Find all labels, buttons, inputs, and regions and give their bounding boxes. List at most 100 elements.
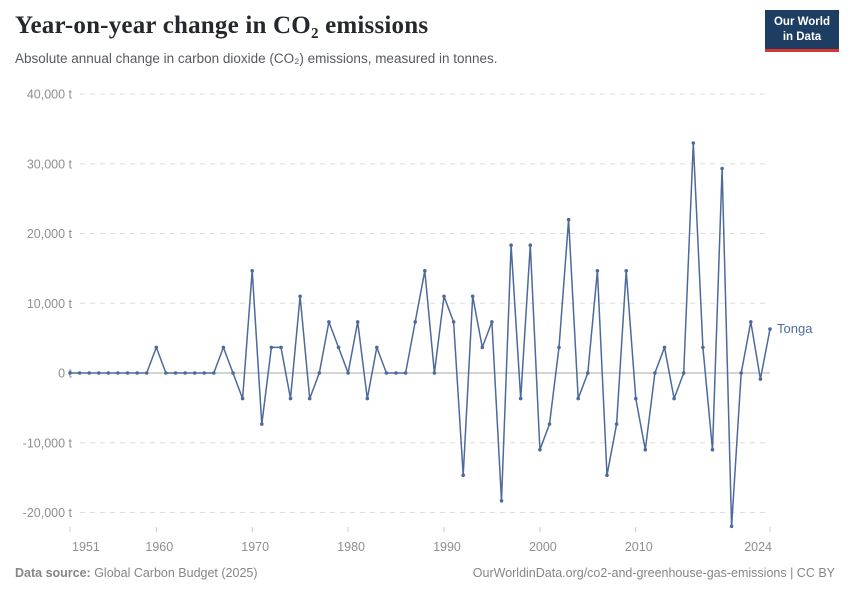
y-tick-label: 0 t xyxy=(58,367,72,381)
data-point xyxy=(68,371,72,375)
data-point xyxy=(634,396,638,401)
data-point xyxy=(87,371,91,375)
series-line xyxy=(70,142,771,528)
data-point xyxy=(586,371,590,375)
data-point xyxy=(423,269,427,273)
data-point xyxy=(260,422,264,426)
data-point xyxy=(173,371,178,375)
data-point xyxy=(749,320,753,324)
y-tick-label: 40,000 t xyxy=(27,88,73,102)
data-point xyxy=(566,217,571,222)
data-point xyxy=(298,294,302,299)
data-point xyxy=(288,396,293,401)
x-tick-label: 1960 xyxy=(145,540,173,554)
data-point xyxy=(490,320,494,324)
data-point xyxy=(212,371,216,375)
data-point xyxy=(221,345,226,350)
data-point xyxy=(461,473,466,478)
data-point xyxy=(154,345,159,350)
data-point xyxy=(97,371,101,375)
data-point xyxy=(125,371,130,375)
y-tick-label: -20,000 t xyxy=(23,506,73,520)
data-point xyxy=(336,345,341,350)
data-point xyxy=(768,327,772,331)
data-point xyxy=(432,371,437,375)
x-tick-label: 2024 xyxy=(744,540,772,554)
data-point xyxy=(365,396,370,401)
data-source-label: Data source: xyxy=(15,566,91,580)
data-point xyxy=(77,371,82,375)
data-point xyxy=(624,269,628,273)
x-tick-label: 1980 xyxy=(337,540,365,554)
data-point xyxy=(164,371,168,375)
data-point xyxy=(672,396,676,401)
data-point xyxy=(480,345,485,350)
data-point xyxy=(192,371,197,375)
data-point xyxy=(394,371,398,375)
data-point xyxy=(720,166,724,171)
x-tick-label: 1970 xyxy=(241,540,269,554)
data-point xyxy=(442,294,446,299)
y-tick-label: 20,000 t xyxy=(27,227,73,241)
owid-logo[interactable]: Our World in Data xyxy=(765,10,839,52)
data-point xyxy=(528,243,533,247)
chart-footer: Data source: Global Carbon Budget (2025)… xyxy=(15,566,835,584)
data-point xyxy=(614,422,619,426)
chart-subtitle: Absolute annual change in carbon dioxide… xyxy=(15,51,498,66)
data-point xyxy=(202,371,206,375)
data-point xyxy=(355,320,360,324)
data-point xyxy=(595,269,600,273)
owid-logo-line1: Our World xyxy=(773,16,830,28)
data-point xyxy=(231,371,235,375)
data-point xyxy=(346,371,350,375)
data-point xyxy=(183,371,187,375)
x-tick-label: 2010 xyxy=(625,540,653,554)
y-tick-label: -10,000 t xyxy=(23,436,73,450)
x-tick-label: 2000 xyxy=(529,540,557,554)
data-point xyxy=(681,371,686,375)
data-point xyxy=(327,320,331,324)
data-point xyxy=(739,371,743,375)
data-point xyxy=(144,371,149,375)
data-point xyxy=(413,320,418,324)
data-point xyxy=(729,524,734,529)
entity-label: Tonga xyxy=(777,321,813,336)
data-point xyxy=(451,320,456,324)
data-point xyxy=(106,371,111,375)
data-point xyxy=(116,371,120,375)
data-point xyxy=(758,377,763,381)
data-point xyxy=(384,371,389,375)
data-point xyxy=(403,371,408,375)
y-tick-label: 30,000 t xyxy=(27,157,73,171)
data-point xyxy=(470,294,475,299)
data-point xyxy=(538,447,542,452)
data-point xyxy=(547,422,552,426)
data-point xyxy=(269,345,274,350)
data-point xyxy=(518,396,523,401)
data-point xyxy=(605,473,609,478)
data-point xyxy=(691,141,696,145)
data-point xyxy=(317,371,322,375)
owid-logo-line2: in Data xyxy=(782,30,822,43)
data-source: Data source: Global Carbon Budget (2025) xyxy=(15,566,258,580)
y-tick-label: 10,000 t xyxy=(27,297,73,311)
data-point xyxy=(307,396,312,401)
data-point xyxy=(135,371,139,375)
data-point xyxy=(643,447,648,452)
data-point xyxy=(279,345,283,350)
chart-title: Year-on-year change in CO₂ emissions xyxy=(15,12,429,39)
data-source-value: Global Carbon Budget (2025) xyxy=(90,566,258,580)
data-point xyxy=(557,345,561,350)
data-point xyxy=(250,269,254,273)
data-point xyxy=(662,345,667,350)
data-point xyxy=(576,396,580,401)
data-point xyxy=(653,371,657,375)
credit-link[interactable]: OurWorldinData.org/co2-and-greenhouse-ga… xyxy=(472,566,835,580)
data-point xyxy=(375,345,379,350)
data-point xyxy=(710,447,715,452)
data-point xyxy=(509,243,513,247)
x-tick-label: 1951 xyxy=(72,540,100,554)
data-point xyxy=(701,345,705,350)
